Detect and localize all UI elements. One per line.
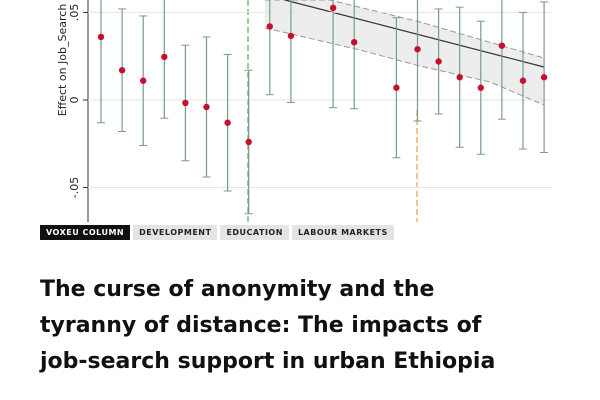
- point: [97, 33, 105, 41]
- y-tick-label: -.05: [68, 177, 81, 198]
- y-tick-label: .05: [68, 4, 81, 22]
- point: [224, 119, 231, 126]
- point: [245, 138, 252, 146]
- point: [393, 84, 400, 91]
- point: [456, 74, 463, 81]
- band-upper: [265, 0, 545, 59]
- headline: The curse of anonymity and the tyranny of…: [40, 272, 495, 380]
- point: [498, 42, 506, 49]
- headline-line: The curse of anonymity and the: [40, 277, 435, 302]
- y-axis-label: Effect on Job_Search: [56, 4, 69, 117]
- band-lower: [264, 27, 545, 106]
- tag[interactable]: LABOUR MARKETS: [291, 225, 394, 240]
- tag[interactable]: DEVELOPMENT: [133, 225, 218, 240]
- point: [266, 23, 273, 30]
- point: [477, 84, 484, 91]
- point: [329, 4, 337, 12]
- point: [519, 77, 527, 84]
- point: [414, 45, 421, 53]
- point: [182, 99, 189, 107]
- headline-line: tyranny of distance: The impacts of: [40, 313, 482, 338]
- chart: Effect on Job_Search -.05 0 .05: [56, 0, 552, 222]
- confidence-band: [265, 0, 544, 105]
- point: [161, 53, 168, 61]
- point: [435, 58, 442, 65]
- tag[interactable]: VOXEU COLUMN: [40, 225, 131, 240]
- headline-line: job-search support in urban Ethiopia: [40, 349, 496, 374]
- point: [140, 77, 147, 84]
- point: [540, 74, 548, 81]
- tag-list: VOXEU COLUMN DEVELOPMENT EDUCATION LABOUR M…: [40, 225, 394, 240]
- tag[interactable]: EDUCATION: [220, 225, 289, 240]
- fitted-line: [284, 0, 545, 68]
- point: [287, 32, 295, 40]
- point: [118, 67, 126, 74]
- y-tick-label: 0: [68, 96, 81, 103]
- point: [351, 38, 358, 46]
- point: [203, 103, 210, 111]
